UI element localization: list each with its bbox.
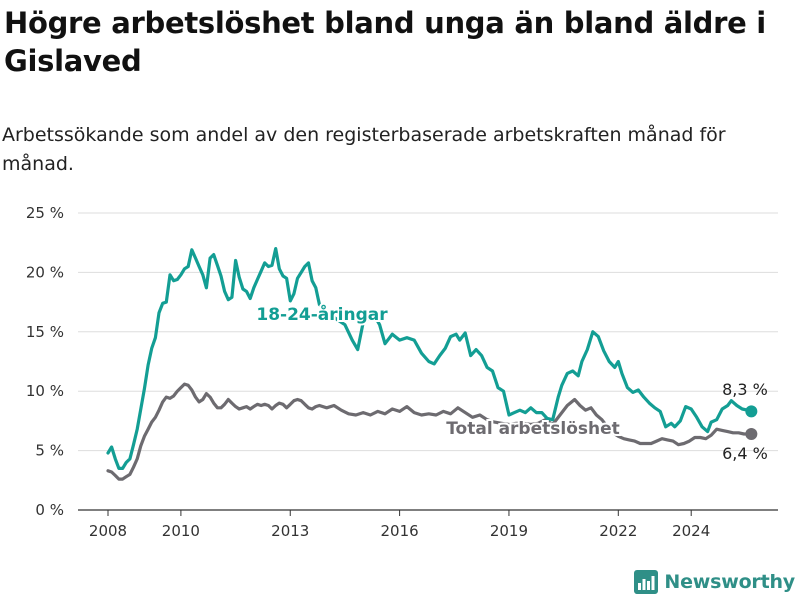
y-tick-label: 20 % [26, 263, 64, 281]
end-label-total: 6,4 % [722, 444, 768, 463]
end-point-total [745, 427, 758, 440]
x-tick-label: 2019 [490, 522, 528, 540]
y-tick-label: 5 % [35, 442, 64, 460]
x-tick-label: 2024 [672, 522, 710, 540]
end-point-youth [745, 405, 758, 418]
series-label-youth: 18-24-åringar [256, 303, 388, 325]
chart-subtitle: Arbetssökande som andel av den registerb… [2, 124, 726, 175]
y-tick-label: 25 % [26, 204, 64, 222]
series-line-youth [106, 247, 753, 470]
series-line-total [106, 382, 753, 481]
gridlines [78, 212, 778, 511]
bar-chart-icon [634, 570, 659, 594]
series-lines [106, 247, 758, 481]
x-tick-label: 2013 [271, 522, 309, 540]
y-tick-label: 10 % [26, 382, 64, 400]
brand-name: Newsworthy [664, 571, 795, 593]
y-tick-label: 0 % [35, 501, 64, 519]
series-label-total: Total arbetslöshet [446, 419, 620, 439]
x-tick-label: 2022 [599, 522, 637, 540]
x-axis: 2008 2010 2013 2016 2019 2022 2024 [89, 510, 710, 540]
brand-logo: Newsworthy [634, 570, 795, 594]
end-label-youth: 8,3 % [722, 380, 768, 399]
series-labels: 18-24-åringar Total arbetslöshet 8,3 % 6,4 … [254, 301, 768, 463]
x-tick-label: 2016 [381, 522, 419, 540]
y-axis-ticks: 0 % 5 % 10 % 15 % 20 % 25 % [26, 204, 64, 519]
x-tick-label: 2010 [162, 522, 200, 540]
chart-title: Högre arbetslöshet bland unga än bland ä… [4, 6, 766, 78]
x-tick-label: 2008 [89, 522, 127, 540]
y-tick-label: 15 % [26, 323, 64, 341]
